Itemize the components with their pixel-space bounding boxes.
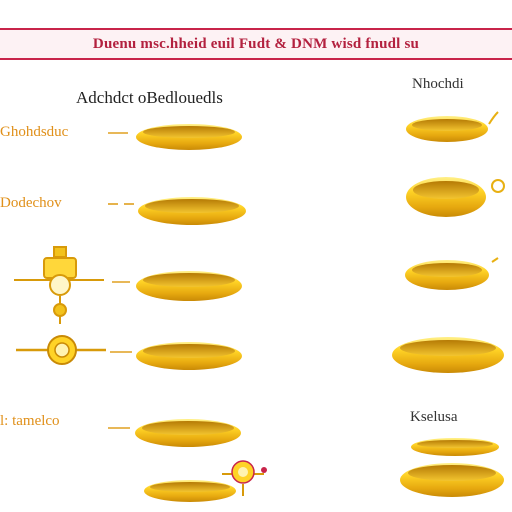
ring-icon [406,112,498,142]
ring-icon [136,124,242,150]
ring-icon [392,337,504,373]
ring-icon [411,438,499,456]
connector-lines [108,133,134,428]
ring-icon [136,342,242,370]
ring-icon [138,197,246,225]
ring-icon [144,480,236,502]
ring-icon [406,177,504,217]
ring-icon [400,463,504,497]
coin-ornament-icon [16,336,106,364]
ring-icon [405,258,498,290]
ring-icon [136,271,242,301]
pendant-ornament-icon [14,247,104,324]
ring-icon [135,419,241,447]
